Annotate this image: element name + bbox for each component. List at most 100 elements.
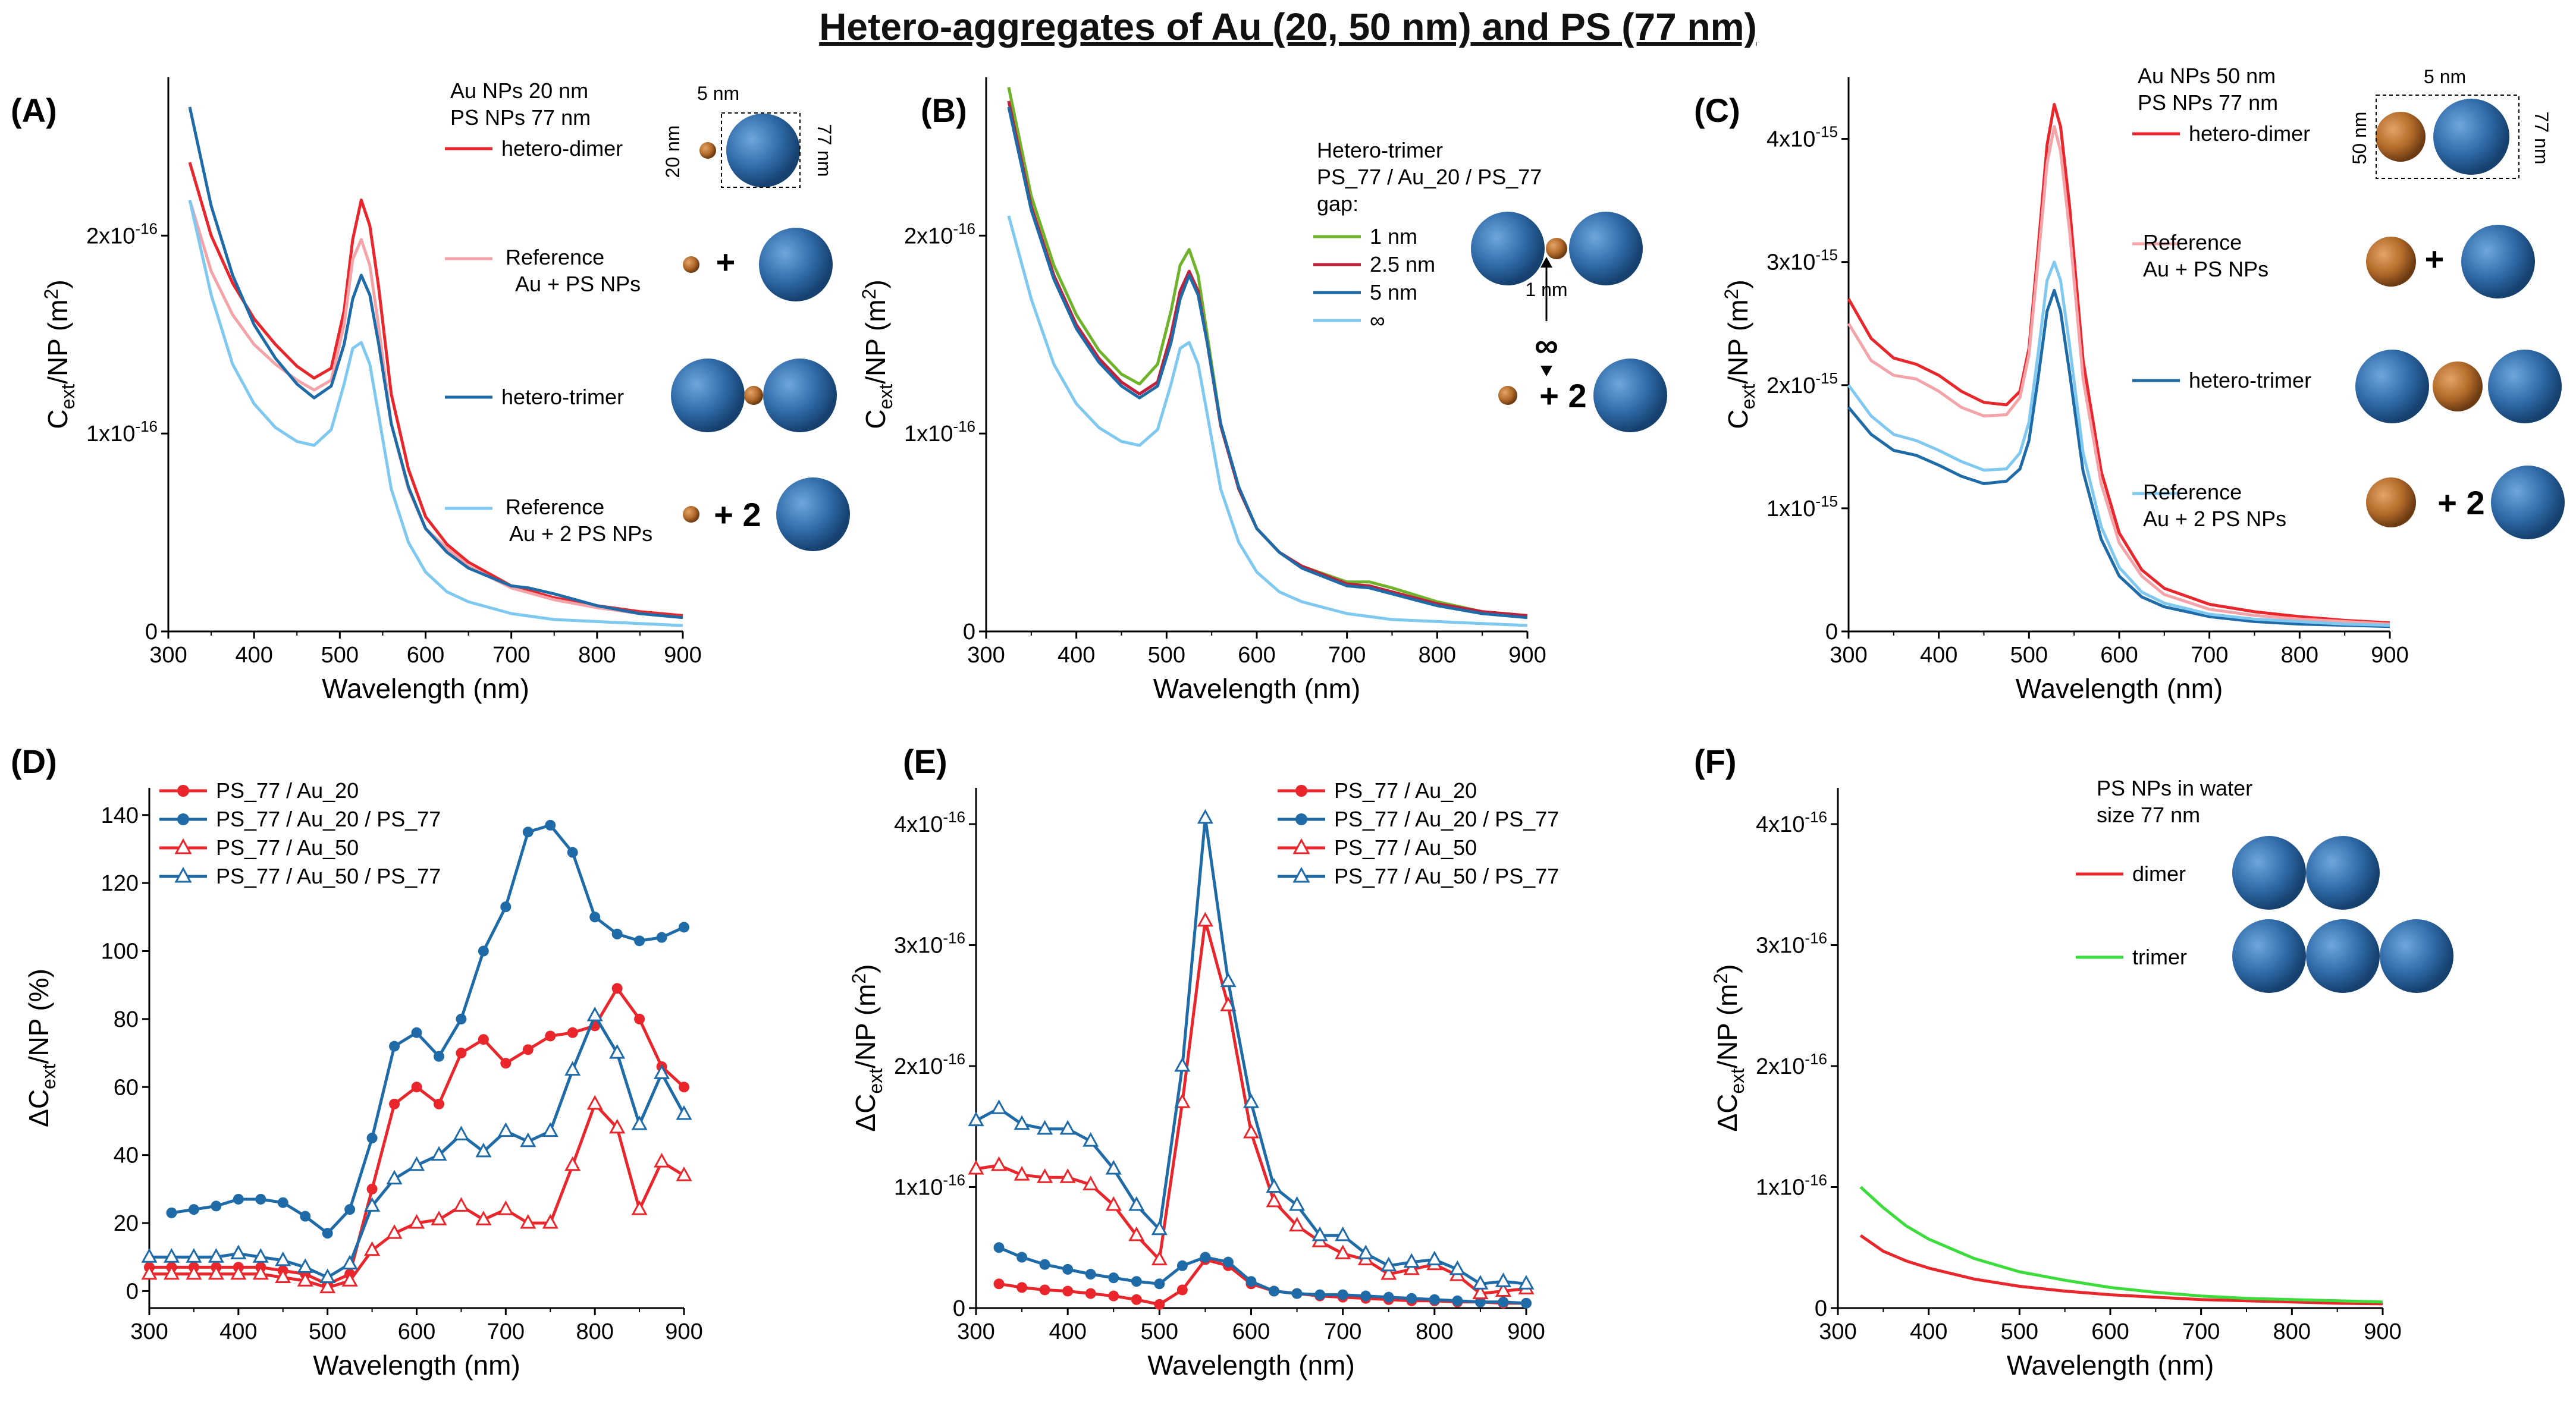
data-point [300,1211,311,1222]
data-point [252,1265,269,1280]
x-tick-label: 500 [2001,1319,2038,1344]
series-line-3 [1007,215,1528,627]
series-line-1 [188,199,683,620]
x-tick-label: 900 [1507,1319,1545,1344]
legend-series-0-marker [177,785,189,797]
data-point [631,1200,648,1215]
dim-ps-label: 77 nm [2531,112,2552,165]
y-tick-label: 40 [114,1143,139,1168]
data-point [389,1098,400,1109]
dimension-box [721,112,801,188]
data-point [1289,1216,1306,1232]
x-axis-title: Wavelength (nm) [1153,673,1361,704]
ps-sphere [2491,466,2565,539]
series-line-0 [1847,103,2390,624]
data-point [542,1122,559,1137]
data-point [1403,1260,1420,1275]
data-point [609,1118,626,1134]
data-point [991,1156,1008,1171]
data-point [567,1027,578,1038]
x-tick-label: 400 [219,1319,257,1344]
data-point [1083,1175,1099,1190]
legend-header: Au NPs 50 nm [2138,64,2276,88]
x-tick-label: 700 [487,1319,525,1344]
x-tick-label: 300 [149,643,187,668]
data-point [564,1061,581,1076]
data-point [456,1048,467,1059]
data-point [1222,1256,1234,1268]
x-tick-label: 700 [2182,1319,2220,1344]
data-point [1426,1250,1443,1266]
data-point [1495,1272,1511,1287]
panel-label-f: (F) [1694,743,1737,780]
data-point [656,932,667,943]
y-tick-label: 3x10-16 [1756,929,1827,958]
data-point [1151,1250,1168,1266]
data-point [1131,1276,1142,1287]
panel-c: (C) 300 400 500 600 700 800 900 0 1x10-15 2x10-15 3… [1694,64,2565,704]
data-point [1014,1166,1030,1181]
data-point [1016,1252,1028,1263]
y-axis-title: ΔCext/NP (%) [23,969,59,1127]
data-point [1108,1290,1119,1302]
data-point [1429,1294,1440,1305]
y-tick-label: 140 [101,803,139,828]
data-point [968,1111,984,1127]
panel-label-a: (A) [11,92,57,129]
legend-hetero-dimer-label: hetero-dimer [501,136,623,161]
data-point [478,945,489,957]
series-line-0 [1007,87,1528,617]
x-tick-label: 300 [1830,643,1867,668]
data-point [208,1265,224,1280]
data-point [1197,809,1213,824]
infinity-arrow-head [1540,366,1552,376]
y-tick-label: 3x10-16 [894,929,965,958]
dim-au-label: 20 nm [662,125,683,178]
data-point [1314,1289,1326,1300]
data-point [589,911,601,923]
data-point [1220,972,1237,988]
series-line-0 [1859,1234,2383,1306]
legend-series-2-label: PS_77 / Au_50 [1334,835,1477,860]
ps-sphere [763,359,837,432]
data-point [475,1211,492,1225]
x-tick-label: 600 [407,643,444,668]
legend-hetero-trimer-label: hetero-trimer [501,385,624,409]
legend-dimer-label: dimer [2132,862,2186,886]
data-point [676,1166,692,1181]
x-tick-label: 800 [1419,643,1456,668]
x-axis-title: Wavelength (nm) [2016,673,2223,704]
figure-title: Hetero-aggregates of Au (20, 50 nm) and … [819,5,1757,48]
au-particle [2433,361,2483,411]
ps-sphere [1569,212,1643,285]
data-point [408,1156,425,1171]
data-point [1200,1252,1211,1263]
legend-ref2-label: Au + 2 PS NPs [509,521,652,546]
au-particle [683,506,699,523]
data-point [322,1228,333,1239]
x-tick-label: 500 [309,1319,346,1344]
data-point [1311,1226,1328,1241]
data-point [1452,1295,1463,1306]
data-point [188,1204,199,1215]
legend-header: PS_77 / Au_20 / PS_77 [1317,165,1542,189]
data-point [1176,1260,1188,1271]
ps-sphere [2306,836,2380,910]
x-tick-label: 600 [2091,1319,2129,1344]
data-point [545,819,556,831]
y-tick-label: 120 [101,871,139,896]
y-axis-title: ΔCext/NP (m2) [848,964,886,1131]
data-point [1521,1297,1532,1309]
data-point [1406,1293,1417,1304]
legend-series-3-marker [1292,866,1310,883]
x-tick-label: 800 [2273,1319,2311,1344]
x-tick-label: 300 [1819,1319,1856,1344]
data-point [1105,1159,1122,1175]
series-line-0 [188,162,683,617]
y-tick-label: 1x10-16 [894,1171,965,1200]
legend-series-1-label: PS_77 / Au_20 / PS_77 [216,807,441,831]
panel-label-e: (E) [903,743,947,780]
y-tick-label: 3x10-15 [1767,246,1838,275]
legend-hetero-dimer-label: hetero-dimer [2189,121,2310,146]
